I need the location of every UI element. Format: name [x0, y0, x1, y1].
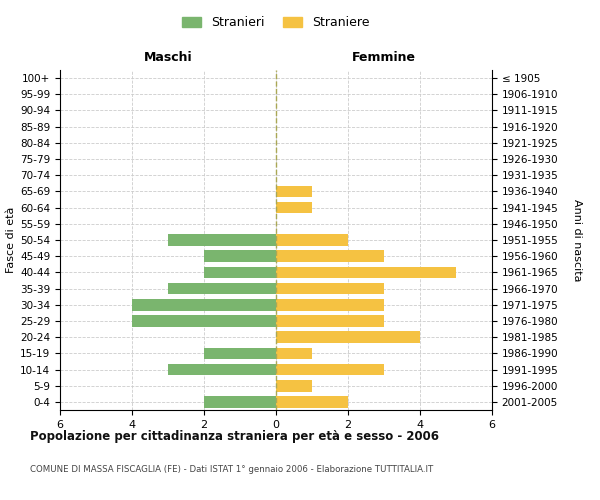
Bar	[204, 348, 276, 359]
Bar	[168, 234, 276, 246]
Y-axis label: Anni di nascita: Anni di nascita	[572, 198, 583, 281]
Bar	[276, 380, 312, 392]
Text: COMUNE DI MASSA FISCAGLIA (FE) - Dati ISTAT 1° gennaio 2006 - Elaborazione TUTTI: COMUNE DI MASSA FISCAGLIA (FE) - Dati IS…	[30, 465, 433, 474]
Bar	[204, 266, 276, 278]
Text: Maschi: Maschi	[143, 52, 193, 64]
Text: Popolazione per cittadinanza straniera per età e sesso - 2006: Popolazione per cittadinanza straniera p…	[30, 430, 439, 443]
Bar	[276, 332, 420, 343]
Bar	[276, 250, 384, 262]
Bar	[276, 234, 348, 246]
Bar	[168, 282, 276, 294]
Bar	[276, 315, 384, 327]
Legend: Stranieri, Straniere: Stranieri, Straniere	[178, 11, 374, 34]
Bar	[276, 299, 384, 310]
Y-axis label: Fasce di età: Fasce di età	[6, 207, 16, 273]
Bar	[276, 348, 312, 359]
Bar	[276, 186, 312, 198]
Bar	[276, 266, 456, 278]
Bar	[204, 396, 276, 407]
Bar	[132, 299, 276, 310]
Bar	[204, 250, 276, 262]
Bar	[276, 396, 348, 407]
Text: Femmine: Femmine	[352, 52, 416, 64]
Bar	[276, 282, 384, 294]
Bar	[132, 315, 276, 327]
Bar	[276, 364, 384, 376]
Bar	[168, 364, 276, 376]
Bar	[276, 202, 312, 213]
